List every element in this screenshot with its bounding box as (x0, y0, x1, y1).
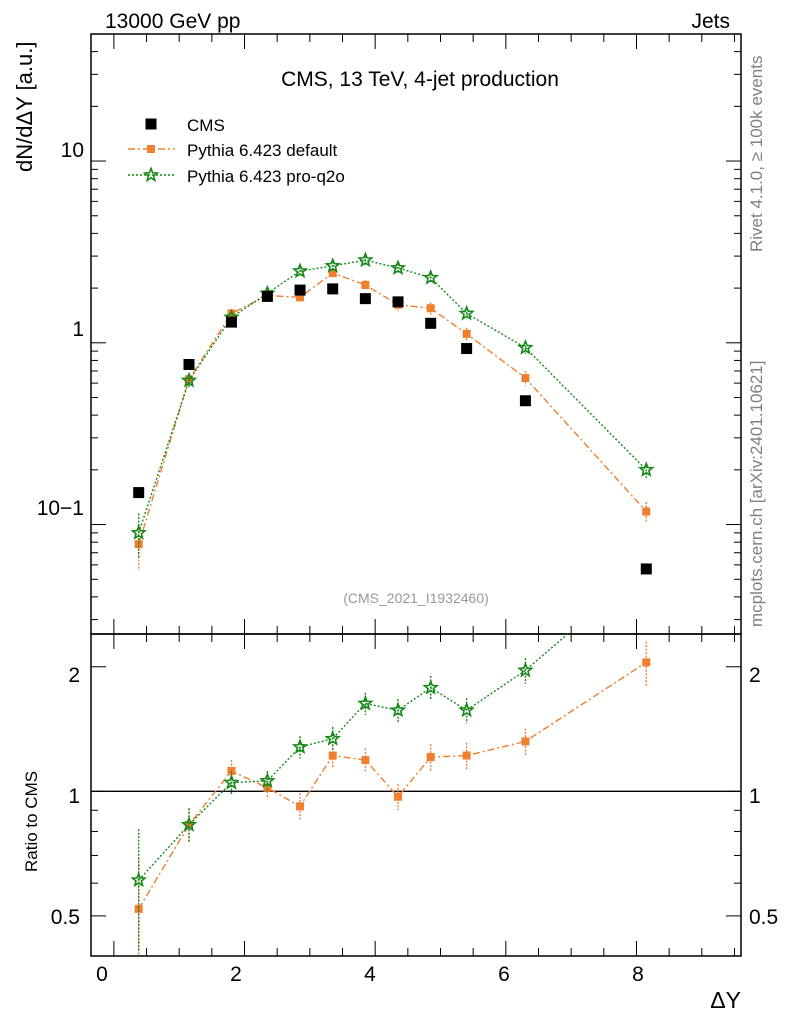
ratio-proq2o-point (130, 871, 148, 888)
main-default-point (134, 540, 143, 549)
main-proq2o-point (389, 259, 407, 275)
main-default-point (296, 293, 305, 302)
ratio-default-point (184, 820, 193, 829)
main-cms-point (461, 343, 473, 355)
main-cms-point (392, 296, 404, 308)
ratio-y-tick-label-left-2: 2 (68, 664, 80, 687)
main-default-point (361, 280, 370, 289)
plot-title: CMS, 13 TeV, 4-jet production (281, 68, 559, 91)
main-cms-point (359, 293, 371, 305)
main-proq2o-point (291, 262, 309, 279)
legend-label-proq2o: Pythia 6.423 pro-q2o (187, 167, 345, 186)
rivet-version-label: Rivet 4.1.0, ≥ 100k events (747, 56, 766, 252)
ratio-default-point (263, 783, 272, 792)
ratio-default-point (296, 802, 305, 811)
ratio-y-tick-label-right-2: 2 (749, 664, 761, 687)
main-cms-point (519, 395, 531, 407)
ratio-proq2o-point (259, 772, 276, 788)
legend-marker-proq2o (142, 166, 160, 183)
ratio-default-point (394, 792, 403, 801)
main-default-point (521, 374, 530, 383)
ratio-panel: 0.5 1 2 0.5 1 2 0 2 4 6 8 (51, 633, 778, 986)
main-cms-point (183, 358, 195, 370)
main-proq2o-point (458, 304, 475, 321)
main-cms-point (133, 487, 145, 499)
main-cms-point (225, 316, 237, 328)
ratio-default-point (462, 751, 471, 760)
x-tick-label-6: 6 (498, 963, 510, 986)
main-y-axis-title: dN/dΔY [a.u.] (12, 42, 37, 172)
x-tick-label-0: 0 (96, 963, 108, 986)
legend-symbol-proq2o (128, 166, 175, 183)
ratio-y-tick-label-right-0.5: 0.5 (749, 906, 778, 929)
ratio-proq2o-point (180, 816, 198, 832)
ratio-y-axis-title: Ratio to CMS (22, 771, 41, 872)
main-default-point (462, 329, 471, 338)
main-cms-point (261, 290, 273, 302)
header-process-label: Jets (691, 10, 730, 33)
ratio-default-point (328, 751, 337, 760)
ratio-proq2o-point (517, 661, 534, 678)
main-default-line (138, 272, 647, 545)
legend-symbol-cms (145, 118, 157, 130)
ratio-default-point (642, 658, 651, 667)
ratio-proq2o-line (138, 634, 569, 881)
legend-label-cms: CMS (187, 116, 225, 135)
ratio-proq2o-point (422, 678, 439, 695)
main-proq2o-point (517, 339, 534, 355)
ratio-y-tick-label-right-1: 1 (749, 785, 761, 808)
ratio-default-point (521, 737, 530, 746)
main-cms-point (425, 317, 437, 329)
main-default-point (328, 269, 337, 278)
legend: CMS Pythia 6.423 default Pythia 6.423 pr… (128, 116, 345, 186)
ratio-proq2o-point (389, 701, 407, 718)
ratio-plot-frame (90, 633, 742, 957)
main-default-point (426, 304, 435, 313)
main-cms-point (327, 283, 339, 295)
main-y-tick-label-10: 10 (61, 139, 84, 162)
main-proq2o-point (422, 268, 440, 285)
x-axis-title: ΔY (710, 987, 741, 1013)
ratio-proq2o-point (458, 701, 475, 718)
x-tick-label-8: 8 (632, 963, 644, 986)
main-axis-ticks (91, 33, 741, 634)
ratio-default-point (426, 753, 435, 762)
ratio-proq2o-point (324, 729, 342, 746)
main-proq2o-point (180, 371, 198, 388)
main-cms-point (640, 563, 652, 575)
main-proq2o-point (637, 461, 655, 477)
ratio-y-tick-label-left-0.5: 0.5 (51, 906, 80, 929)
legend-symbol-default (128, 145, 175, 153)
ratio-proq2o-point (223, 773, 240, 790)
ratio-proq2o-point (357, 694, 374, 711)
main-default-point (642, 507, 651, 516)
main-proq2o-point (130, 524, 147, 540)
main-proq2o-point (357, 251, 374, 268)
ratio-default-point (134, 904, 143, 913)
ratio-axis-ticks (91, 634, 741, 957)
main-cms-point (294, 284, 306, 296)
x-tick-label-2: 2 (230, 963, 242, 986)
main-proq2o-line (138, 259, 647, 534)
main-series-layer (130, 251, 655, 575)
ratio-series-layer (130, 634, 651, 956)
main-y-tick-label-1: 1 (72, 318, 84, 341)
ratio-default-point (361, 756, 370, 765)
x-tick-label-4: 4 (364, 963, 376, 986)
header-energy-label: 13000 GeV pp (105, 10, 240, 33)
mcplots-source-label: mcplots.cern.ch [arXiv:2401.10621] (747, 361, 766, 627)
main-proq2o-point (324, 257, 342, 273)
ratio-y-tick-label-left-1: 1 (68, 785, 80, 808)
legend-marker-cms (145, 118, 157, 130)
analysis-watermark: (CMS_2021_I1932460) (343, 590, 489, 606)
ratio-default-line (138, 661, 647, 910)
legend-label-default: Pythia 6.423 default (187, 141, 338, 160)
ratio-proq2o-point (291, 738, 309, 754)
main-panel: 10−1 1 10 CMS, 13 TeV, 4-jet production … (37, 33, 742, 635)
legend-marker-default (147, 145, 155, 153)
main-y-tick-label-0.1: 10−1 (37, 497, 84, 520)
